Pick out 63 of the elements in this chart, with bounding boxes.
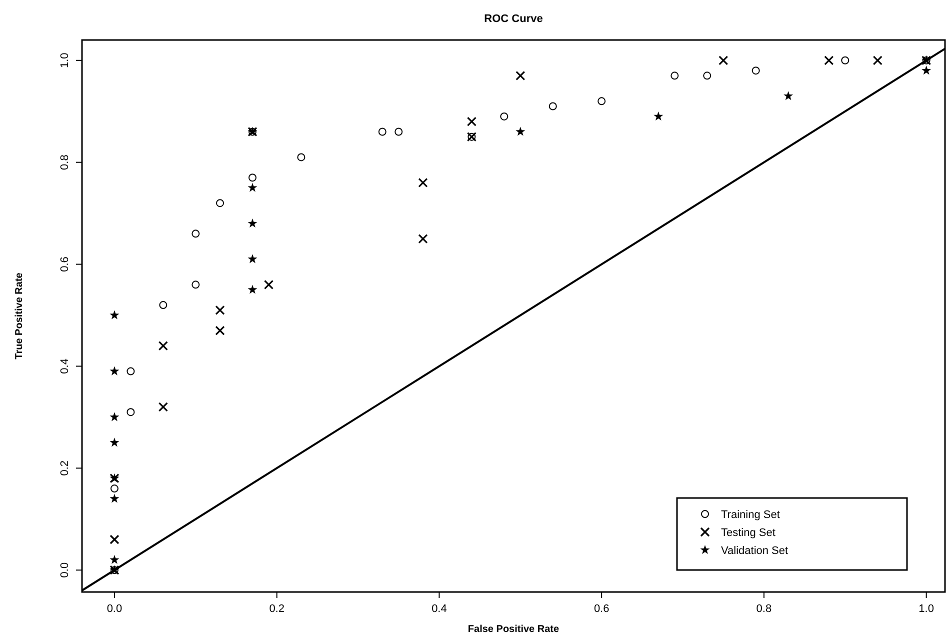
point (110, 412, 120, 422)
x-tick-label: 1.0 (918, 603, 934, 615)
y-tick-label: 0.8 (59, 154, 71, 170)
x-tick-label: 0.6 (594, 603, 610, 615)
point (158, 402, 168, 412)
x-tick-label: 0.2 (269, 603, 284, 615)
point (158, 341, 168, 351)
legend-label: Testing Set (721, 527, 776, 539)
point (248, 174, 256, 182)
point (110, 484, 118, 493)
point (466, 116, 476, 126)
legend-label: Training Set (721, 509, 780, 521)
point (654, 111, 664, 120)
point (718, 56, 728, 66)
y-tick-label: 0.2 (59, 460, 71, 476)
point (394, 128, 403, 136)
point (248, 182, 258, 192)
point (752, 66, 760, 75)
point (297, 153, 306, 162)
chart-title: ROC Curve (484, 13, 543, 25)
point (248, 284, 258, 294)
point (418, 178, 428, 188)
point (264, 280, 274, 290)
x-axis-title: False Positive Rate (468, 624, 560, 635)
point (670, 72, 679, 80)
x-tick-label: 0.0 (106, 603, 122, 615)
point (516, 126, 526, 136)
point (248, 218, 258, 228)
point (841, 56, 850, 64)
point (126, 367, 135, 376)
y-tick-label: 0.0 (59, 562, 71, 578)
y-tick-label: 1.0 (59, 52, 71, 68)
point (110, 366, 120, 376)
point (110, 534, 120, 544)
legend-label: Validation Set (721, 545, 788, 557)
point (248, 254, 258, 264)
point (922, 66, 932, 75)
point (824, 56, 834, 66)
point (872, 56, 882, 66)
point (215, 305, 225, 315)
point (110, 438, 120, 447)
point (110, 310, 120, 320)
point (516, 70, 526, 80)
y-axis-title: True Positive Rate (14, 272, 25, 360)
point (215, 326, 225, 336)
point (126, 408, 135, 416)
point (110, 554, 120, 564)
y-tick-label: 0.4 (59, 358, 71, 374)
y-tick-label: 0.6 (59, 256, 71, 272)
point (110, 494, 120, 503)
point (192, 230, 200, 238)
point (216, 199, 224, 208)
point (548, 102, 557, 110)
point (192, 280, 200, 289)
point (598, 97, 606, 106)
point (500, 112, 508, 120)
point (378, 128, 386, 136)
point (784, 91, 794, 100)
point (159, 301, 168, 310)
point (703, 72, 712, 80)
point (418, 234, 428, 244)
x-tick-label: 0.8 (756, 603, 772, 615)
x-tick-label: 0.4 (432, 603, 447, 615)
